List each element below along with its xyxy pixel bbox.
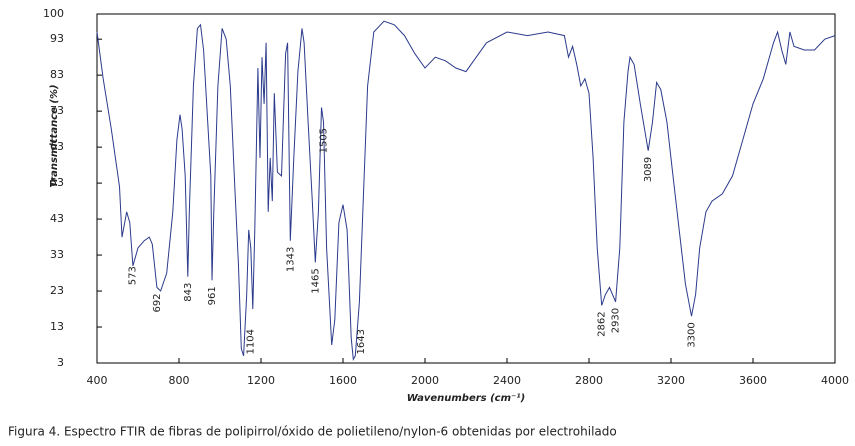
x-tick-label: 2800 <box>575 374 603 387</box>
caption: Figura 4. Espectro FTIR de fibras de pol… <box>8 425 617 439</box>
y-tick-label: 23 <box>50 284 64 297</box>
x-tick-label: 2000 <box>411 374 439 387</box>
y-tick-label: 43 <box>50 212 64 225</box>
y-tick-label: 73 <box>50 104 64 117</box>
x-axis-title: Wavenumbers (cm⁻¹) <box>407 393 526 404</box>
x-tick-label: 1200 <box>247 374 275 387</box>
peak-label: 2862 <box>597 311 608 336</box>
peak-label: 3300 <box>687 322 698 347</box>
peak-label: 692 <box>152 293 163 312</box>
peak-label: 1104 <box>245 329 256 354</box>
y-axis-title: Transmittance (%) <box>49 84 60 187</box>
x-tick-label: 4000 <box>821 374 849 387</box>
x-tick-label: 3200 <box>657 374 685 387</box>
x-tick-label: 400 <box>87 374 108 387</box>
peak-label: 2930 <box>611 308 622 333</box>
y-tick-label: 33 <box>50 248 64 261</box>
spectrum-line <box>96 20 836 362</box>
peak-label: 843 <box>183 283 194 302</box>
y-tick-label: 100 <box>43 7 64 20</box>
x-tick-label: 2400 <box>493 374 521 387</box>
peak-label: 961 <box>207 286 218 305</box>
x-tick-label: 1600 <box>329 374 357 387</box>
peak-label: 3089 <box>643 157 654 182</box>
peak-label: 1505 <box>319 128 330 153</box>
y-tick-label: 13 <box>50 320 64 333</box>
peak-label: 1465 <box>310 268 321 293</box>
peak-label: 573 <box>127 266 138 285</box>
x-tick-label: 3600 <box>739 374 767 387</box>
peak-label: 1343 <box>285 247 296 272</box>
y-tick-label: 63 <box>50 140 64 153</box>
y-tick-label: 93 <box>50 32 64 45</box>
y-tick-label: 3 <box>57 356 64 369</box>
x-tick-label: 800 <box>169 374 190 387</box>
y-tick-label: 53 <box>50 176 64 189</box>
y-tick-label: 83 <box>50 68 64 81</box>
peak-label: 1643 <box>356 329 367 354</box>
plot-frame <box>96 13 836 364</box>
